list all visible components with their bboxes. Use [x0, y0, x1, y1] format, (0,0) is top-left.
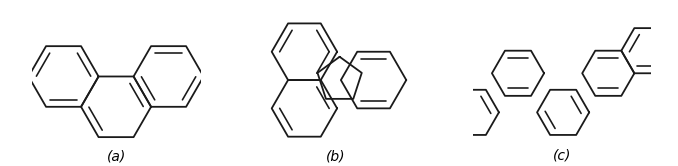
Text: (a): (a): [106, 149, 125, 163]
Text: (b): (b): [326, 149, 346, 163]
Text: (c): (c): [553, 149, 571, 163]
